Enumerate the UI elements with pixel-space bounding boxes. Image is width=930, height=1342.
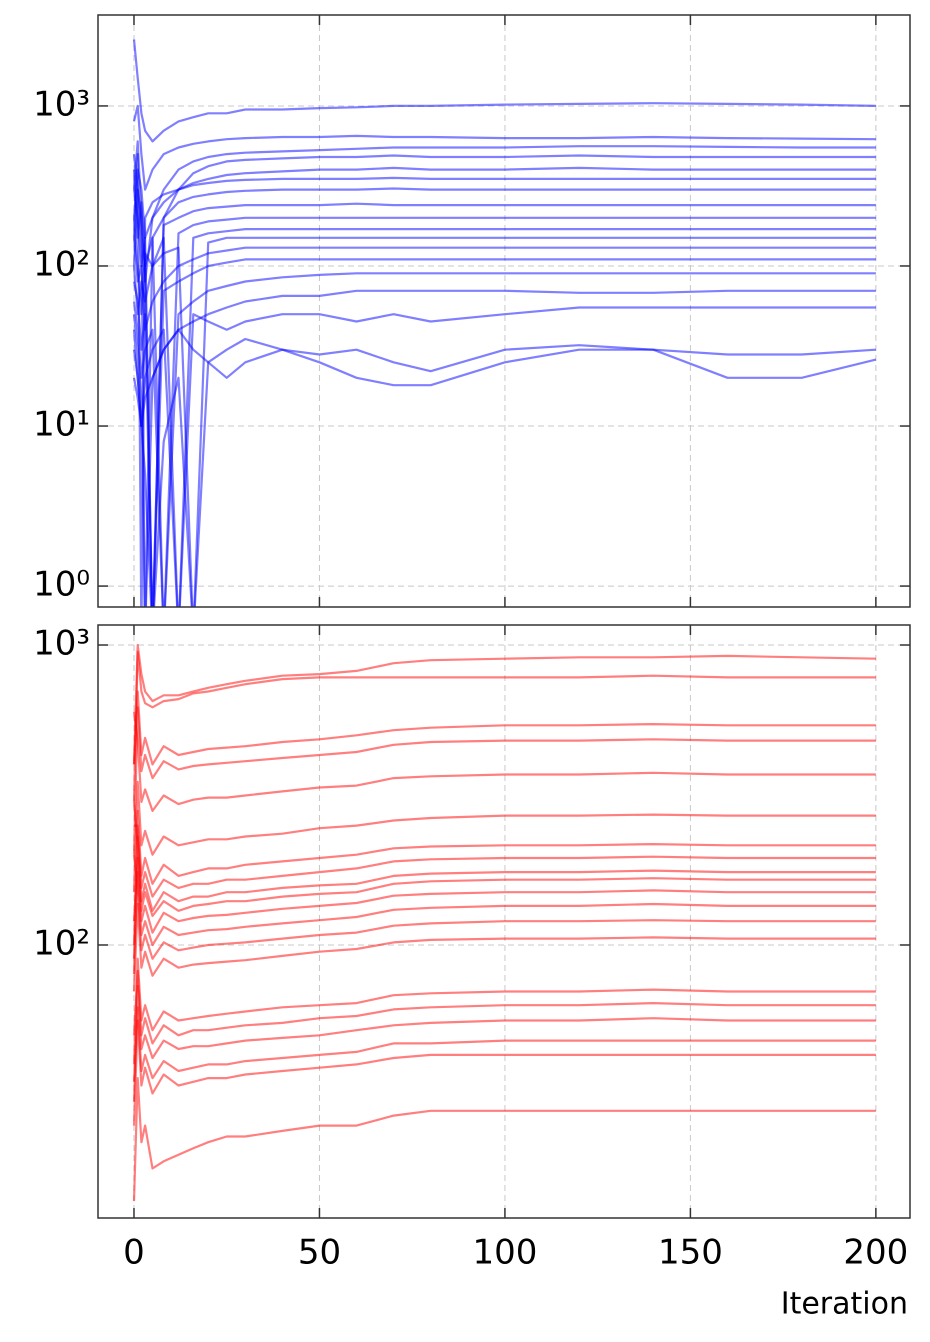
panel: 10⁰ 10¹ 10² 10³ xyxy=(33,14,911,608)
y-tick-label: 10³ xyxy=(33,84,90,124)
lines xyxy=(132,39,877,607)
series-line xyxy=(132,306,876,607)
series-line xyxy=(132,272,876,607)
series-line xyxy=(132,1006,876,1082)
series-line xyxy=(132,690,876,766)
series-line xyxy=(132,236,876,607)
x-tick-label: 50 xyxy=(298,1233,341,1273)
series-line xyxy=(132,337,877,607)
series-line xyxy=(132,328,876,428)
y-tick-label: 10² xyxy=(33,244,90,284)
series-line xyxy=(132,39,876,143)
y-tick-label: 10⁰ xyxy=(33,565,90,605)
series-line xyxy=(132,801,876,917)
series-line xyxy=(132,237,876,331)
series-line xyxy=(132,957,876,1065)
series-line xyxy=(132,856,876,934)
y-tick-label: 10³ xyxy=(33,624,90,664)
series-line xyxy=(132,902,876,992)
series-line xyxy=(132,289,876,607)
y-tick-label: 10² xyxy=(33,923,90,963)
x-tick-label: 0 xyxy=(123,1233,145,1273)
series-line xyxy=(132,969,876,1045)
series-line xyxy=(132,835,876,975)
series-line xyxy=(132,711,876,812)
y-tick-label: 10¹ xyxy=(33,405,90,445)
series-line xyxy=(132,706,876,855)
series-line xyxy=(132,984,876,1102)
series-line xyxy=(132,809,876,946)
series-line xyxy=(132,104,876,191)
x-axis-label: Iteration xyxy=(781,1287,908,1322)
plot-frame xyxy=(97,14,911,608)
x-tick-label: 150 xyxy=(658,1233,723,1273)
series-line xyxy=(132,169,876,607)
panel: 0 50 100 150 200 10² 10³ Iteration xyxy=(33,624,911,1322)
series-line xyxy=(132,166,876,239)
plot-frame xyxy=(97,624,911,1219)
lines xyxy=(132,643,876,1202)
series-line xyxy=(132,153,876,607)
series-line xyxy=(132,1019,876,1126)
x-tick-label: 100 xyxy=(472,1233,537,1273)
series-line xyxy=(132,854,876,960)
series-line xyxy=(132,643,876,765)
x-tick-label: 200 xyxy=(843,1233,908,1273)
series-line xyxy=(132,1077,876,1202)
series-line xyxy=(132,780,876,893)
series-line xyxy=(132,650,876,802)
series-line xyxy=(132,871,876,959)
series-line xyxy=(134,824,876,898)
series-line xyxy=(132,217,876,607)
